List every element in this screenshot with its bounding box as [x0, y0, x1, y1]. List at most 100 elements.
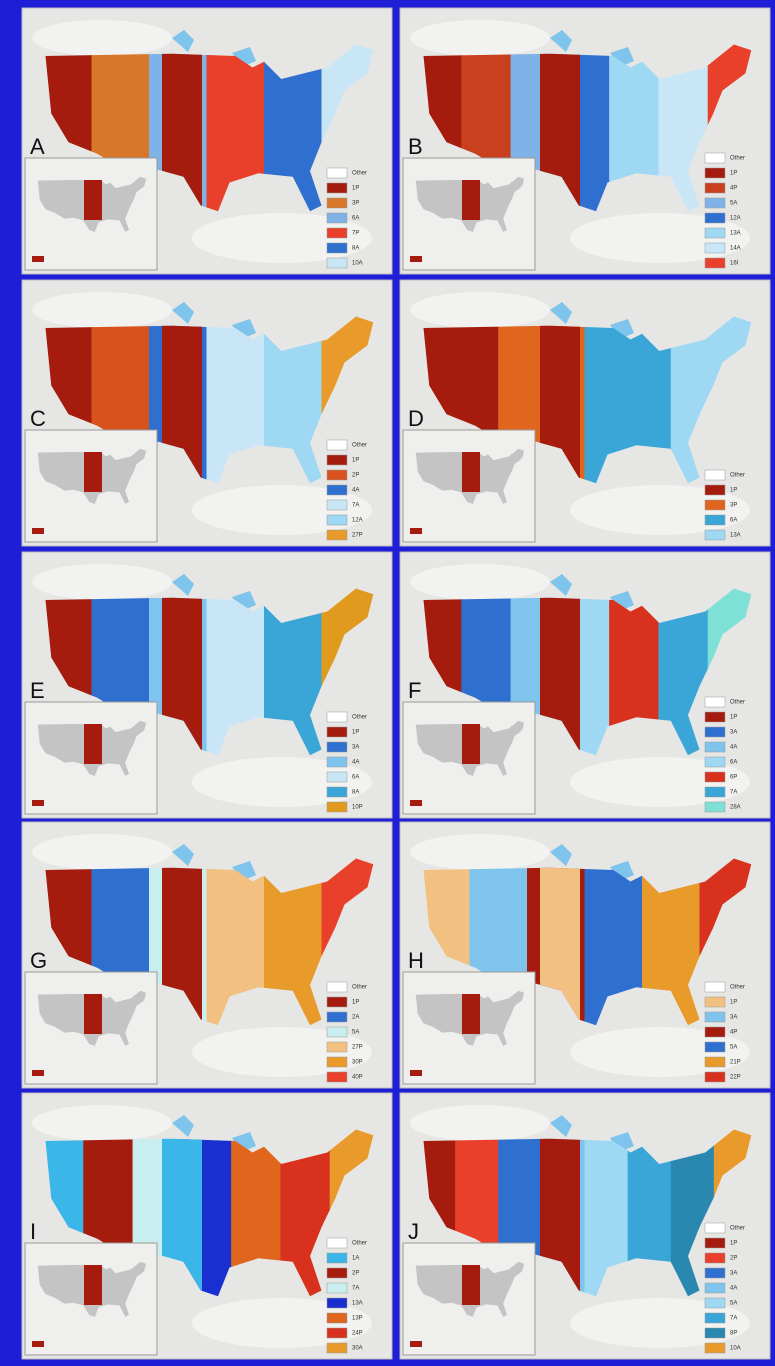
legend-label: 13A	[730, 533, 741, 539]
legend-swatch	[327, 168, 347, 178]
legend-swatch	[705, 1298, 725, 1308]
legend-swatch	[705, 485, 725, 495]
legend-label: 5A	[730, 1045, 737, 1051]
legend-swatch	[327, 982, 347, 992]
inset-core	[462, 994, 480, 1034]
panel-letter: C	[30, 406, 46, 431]
legend-label: 12A	[730, 216, 741, 222]
legend-label: 10P	[352, 805, 363, 811]
legend-swatch	[327, 757, 347, 767]
legend-swatch	[327, 1328, 347, 1338]
legend-swatch	[705, 1313, 725, 1323]
legend-swatch	[327, 1298, 347, 1308]
legend-label: 27P	[352, 1045, 363, 1051]
legend-swatch	[327, 1253, 347, 1263]
inset-core	[84, 994, 102, 1034]
legend-swatch	[705, 1027, 725, 1037]
legend-swatch	[705, 1283, 725, 1293]
cloud	[32, 20, 172, 56]
legend-swatch	[705, 183, 725, 193]
legend-label: 1P	[730, 171, 737, 177]
legend-swatch	[327, 1072, 347, 1082]
cloud	[410, 1105, 550, 1141]
legend-label: 6A	[730, 760, 737, 766]
legend-label: 1P	[352, 458, 359, 464]
panel-letter: J	[408, 1219, 419, 1244]
legend-swatch	[705, 500, 725, 510]
legend-label: 40P	[352, 1075, 363, 1081]
legend-swatch	[327, 1027, 347, 1037]
legend-swatch	[705, 530, 725, 540]
legend-label: 8A	[352, 790, 359, 796]
legend-swatch	[327, 1057, 347, 1067]
legend-label: Other	[352, 985, 367, 991]
legend-swatch	[327, 470, 347, 480]
legend-swatch	[705, 757, 725, 767]
legend-label: Other	[352, 171, 367, 177]
legend-label: 30P	[352, 1060, 363, 1066]
legend-swatch	[327, 997, 347, 1007]
legend-label: 3A	[730, 1015, 737, 1021]
legend-label: 24P	[352, 1331, 363, 1337]
legend-swatch	[705, 1238, 725, 1248]
legend-label: 6A	[352, 216, 359, 222]
legend-label: 6P	[730, 775, 737, 781]
legend-swatch	[705, 1223, 725, 1233]
legend-label: 13P	[352, 1316, 363, 1322]
legend-swatch	[327, 712, 347, 722]
legend-swatch	[327, 1268, 347, 1278]
legend-label: 1P	[730, 1000, 737, 1006]
legend-label: 2P	[730, 1256, 737, 1262]
legend-swatch	[327, 455, 347, 465]
legend-swatch	[705, 802, 725, 812]
legend-label: 4A	[352, 488, 359, 494]
legend-swatch	[327, 243, 347, 253]
inset-swatch	[410, 1341, 422, 1347]
panel-letter: E	[30, 678, 45, 703]
legend-label: 5A	[352, 1030, 359, 1036]
panel-letter: I	[30, 1219, 36, 1244]
map-panel: GOther1P2A5A27P30P40P	[22, 822, 392, 1088]
inset-swatch	[410, 800, 422, 806]
panel-letter: F	[408, 678, 421, 703]
inset-core	[462, 1265, 480, 1305]
panel-letter: A	[30, 134, 45, 159]
legend-label: 7P	[352, 231, 359, 237]
legend-label: 3P	[352, 201, 359, 207]
legend-label: 1P	[730, 488, 737, 494]
panel-letter: D	[408, 406, 424, 431]
legend-label: Other	[352, 715, 367, 721]
legend-swatch	[705, 1328, 725, 1338]
legend-label: 28A	[730, 805, 741, 811]
legend-swatch	[327, 742, 347, 752]
legend-label: 7A	[730, 790, 737, 796]
legend-swatch	[705, 772, 725, 782]
legend-label: 21P	[730, 1060, 741, 1066]
legend-swatch	[705, 1072, 725, 1082]
legend-swatch	[705, 997, 725, 1007]
inset-core	[462, 180, 480, 220]
inset-core	[84, 724, 102, 764]
legend-label: Other	[730, 985, 745, 991]
legend-label: 2P	[352, 1271, 359, 1277]
legend-label: 7A	[352, 503, 359, 509]
cloud	[410, 564, 550, 600]
inset-swatch	[410, 1070, 422, 1076]
legend-label: Other	[730, 1226, 745, 1232]
panel-letter: B	[408, 134, 423, 159]
legend-label: 30A	[352, 1346, 363, 1352]
legend-swatch	[327, 772, 347, 782]
legend-swatch	[705, 243, 725, 253]
legend-swatch	[705, 982, 725, 992]
legend-label: Other	[730, 156, 745, 162]
cloud	[410, 292, 550, 328]
legend-label: 10A	[352, 261, 363, 267]
legend-swatch	[327, 1283, 347, 1293]
legend-label: 5A	[730, 201, 737, 207]
inset-core	[462, 724, 480, 764]
legend-swatch	[327, 530, 347, 540]
legend-label: 10A	[730, 1346, 741, 1352]
legend-swatch	[705, 198, 725, 208]
legend-label: 5A	[730, 1301, 737, 1307]
